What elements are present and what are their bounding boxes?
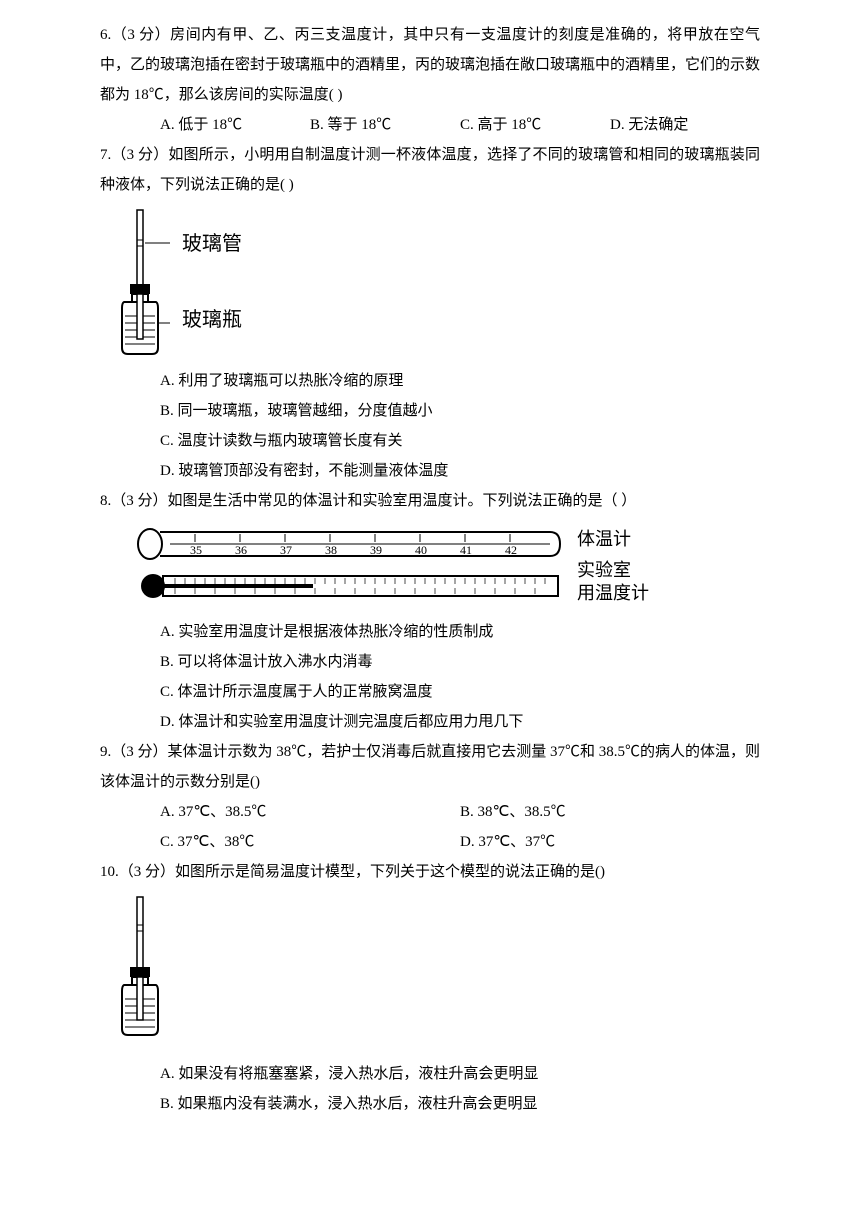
q7-options: A. 利用了玻璃瓶可以热胀冷缩的原理 B. 同一玻璃瓶，玻璃管越细，分度值越小 … — [100, 366, 760, 486]
q6-text: 6.（3 分）房间内有甲、乙、丙三支温度计，其中只有一支温度计的刻度是准确的，将… — [100, 20, 760, 110]
q10-diagram — [110, 895, 760, 1051]
lab-label-2: 用温度计 — [577, 582, 649, 605]
q7-option-d: D. 玻璃管顶部没有密封，不能测量液体温度 — [160, 456, 760, 486]
q7-option-c: C. 温度计读数与瓶内玻璃管长度有关 — [160, 426, 760, 456]
q8-option-b: B. 可以将体温计放入沸水内消毒 — [160, 647, 760, 677]
q6-options: A. 低于 18℃ B. 等于 18℃ C. 高于 18℃ D. 无法确定 — [100, 110, 760, 140]
q9-options-2: C. 37℃、38℃ D. 37℃、37℃ — [100, 827, 760, 857]
q10-text: 10.（3 分）如图所示是简易温度计模型，下列关于这个模型的说法正确的是() — [100, 857, 760, 887]
q6-option-c: C. 高于 18℃ — [460, 110, 610, 140]
q7-diagram: 玻璃管 玻璃瓶 — [110, 208, 760, 358]
svg-text:36: 36 — [235, 543, 247, 557]
q8-option-c: C. 体温计所示温度属于人的正常腋窝温度 — [160, 677, 760, 707]
q7-option-a: A. 利用了玻璃瓶可以热胀冷缩的原理 — [160, 366, 760, 396]
q9-text: 9.（3 分）某体温计示数为 38℃，若护士仅消毒后就直接用它去测量 37℃和 … — [100, 737, 760, 797]
bottle-label: 玻璃瓶 — [182, 307, 242, 333]
q9-option-b: B. 38℃、38.5℃ — [460, 797, 760, 827]
q6-option-b: B. 等于 18℃ — [310, 110, 460, 140]
svg-text:40: 40 — [415, 543, 427, 557]
q6-option-a: A. 低于 18℃ — [160, 110, 310, 140]
bottle-thermometer-icon — [110, 208, 170, 358]
svg-text:38: 38 — [325, 543, 337, 557]
q7-text: 7.（3 分）如图所示，小明用自制温度计测一杯液体温度，选择了不同的玻璃管和相同… — [100, 140, 760, 200]
q7-option-b: B. 同一玻璃瓶，玻璃管越细，分度值越小 — [160, 396, 760, 426]
tube-label: 玻璃管 — [182, 231, 242, 257]
simple-thermometer-icon — [110, 895, 170, 1040]
q8-diagram: 35 36 37 38 39 40 41 42 — [110, 524, 760, 609]
q8-options: A. 实验室用温度计是根据液体热胀冷缩的性质制成 B. 可以将体温计放入沸水内消… — [100, 617, 760, 737]
q10-option-a: A. 如果没有将瓶塞塞紧，浸入热水后，液柱升高会更明显 — [160, 1059, 760, 1089]
q6-option-d: D. 无法确定 — [610, 110, 760, 140]
lab-label-1: 实验室 — [577, 559, 649, 582]
q9-option-d: D. 37℃、37℃ — [460, 827, 760, 857]
q8-option-a: A. 实验室用温度计是根据液体热胀冷缩的性质制成 — [160, 617, 760, 647]
svg-text:37: 37 — [280, 543, 292, 557]
svg-text:39: 39 — [370, 543, 382, 557]
svg-text:42: 42 — [505, 543, 517, 557]
thermometers-icon: 35 36 37 38 39 40 41 42 — [135, 524, 565, 609]
q9-options-1: A. 37℃、38.5℃ B. 38℃、38.5℃ — [100, 797, 760, 827]
q9-option-a: A. 37℃、38.5℃ — [160, 797, 460, 827]
q10-options: A. 如果没有将瓶塞塞紧，浸入热水后，液柱升高会更明显 B. 如果瓶内没有装满水… — [100, 1059, 760, 1119]
q9-option-c: C. 37℃、38℃ — [160, 827, 460, 857]
q8-option-d: D. 体温计和实验室用温度计测完温度后都应用力甩几下 — [160, 707, 760, 737]
q8-text: 8.（3 分）如图是生活中常见的体温计和实验室用温度计。下列说法正确的是（ ） — [100, 486, 760, 516]
svg-text:41: 41 — [460, 543, 472, 557]
clinical-label: 体温计 — [577, 528, 649, 551]
q10-option-b: B. 如果瓶内没有装满水，浸入热水后，液柱升高会更明显 — [160, 1089, 760, 1119]
svg-text:35: 35 — [190, 543, 202, 557]
